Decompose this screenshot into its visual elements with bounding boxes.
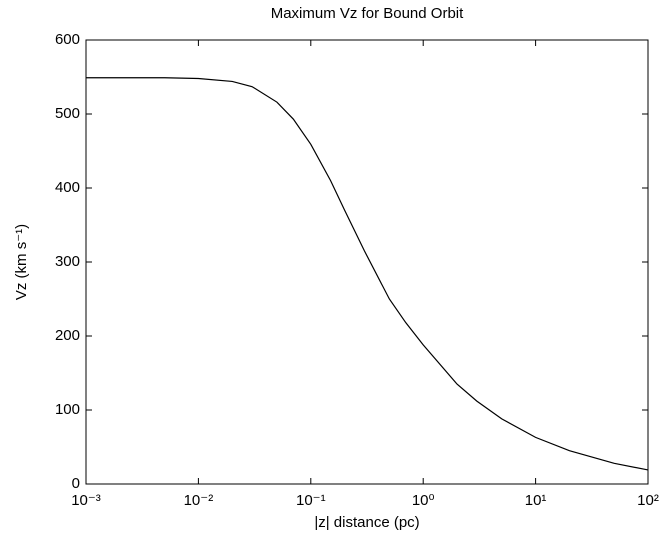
- x-axis-label: |z| distance (pc): [314, 514, 419, 531]
- x-tick-label: 10¹: [525, 492, 547, 509]
- y-tick-label: 300: [55, 253, 80, 270]
- x-tick-label: 10⁻¹: [296, 492, 326, 509]
- plot-frame: [85, 39, 649, 485]
- x-tick-label: 10⁻³: [71, 492, 101, 509]
- x-tick-label: 10⁰: [412, 492, 435, 509]
- x-tick-label: 10⁻²: [184, 492, 214, 509]
- data-line: [86, 77, 649, 471]
- y-axis-label: Vz (km s⁻¹): [13, 224, 30, 300]
- chart-title: Maximum Vz for Bound Orbit: [271, 5, 464, 22]
- y-tick-label: 100: [55, 401, 80, 418]
- y-tick-label: 500: [55, 105, 80, 122]
- y-tick-label: 200: [55, 327, 80, 344]
- y-tick-label: 400: [55, 179, 80, 196]
- y-tick-label: 600: [55, 31, 80, 48]
- x-tick-label: 10²: [637, 492, 659, 509]
- y-tick-label: 0: [72, 475, 80, 492]
